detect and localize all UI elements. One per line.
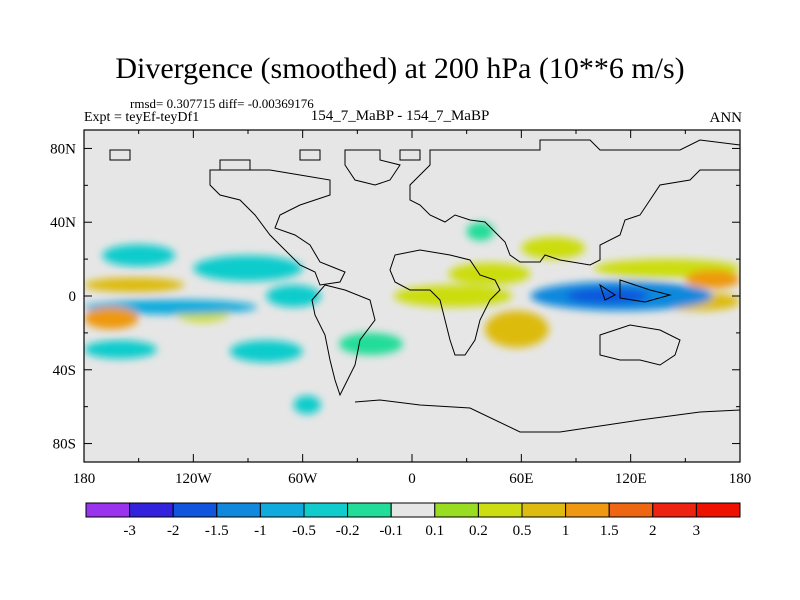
experiment-label: Expt = teyEf-teyDf1 (84, 110, 200, 125)
x-tick-label-3: 0 (408, 471, 416, 487)
colorbar-label-13: 3 (693, 523, 701, 539)
colorbar-swatch-14 (695, 502, 741, 518)
y-tick-label-2: 0 (69, 289, 77, 305)
divergence-region-7 (293, 395, 321, 415)
divergence-region-4 (193, 255, 303, 282)
colorbar-swatch-0 (85, 502, 131, 518)
colorbar-swatch-13 (652, 502, 697, 518)
chart-title: Divergence (smoothed) at 200 hPa (10**6 … (115, 52, 685, 85)
colorbar-label-10: 1 (562, 523, 570, 539)
colorbar-label-12: 2 (649, 523, 657, 539)
colorbar-label-6: -0.1 (379, 523, 403, 539)
colorbar-label-1: -2 (167, 523, 180, 539)
x-axis-ticks: 180 120W 60W 0 60E 120E 180 (73, 130, 752, 487)
x-tick-label-4: 60E (509, 471, 533, 487)
divergence-region-2 (521, 236, 586, 260)
y-axis-ticks: 80N 40N 0 40S 80S (50, 141, 740, 453)
x-tick-label-0: 180 (73, 471, 96, 487)
colorbar-swatch-6 (347, 502, 392, 518)
colorbar-label-8: 0.2 (469, 523, 488, 539)
divergence-region-11 (266, 284, 321, 308)
season-label: ANN (709, 110, 743, 126)
divergence-region-14 (484, 310, 549, 348)
divergence-region-0 (339, 332, 403, 356)
colorbar-label-7: 0.1 (425, 523, 444, 539)
colorbar-swatch-11 (565, 502, 610, 518)
colorbar-label-9: 0.5 (513, 523, 532, 539)
africa-outline (389, 249, 501, 356)
colorbar-swatch-10 (521, 502, 567, 518)
colorbar-swatch-8 (434, 502, 479, 518)
case-label: 154_7_MaBP - 154_7_MaBP (310, 108, 490, 124)
maritime-continent-outline (599, 279, 672, 303)
colorbar-swatch-4 (259, 502, 305, 518)
continent-outlines (109, 139, 740, 433)
y-tick-label-0: 80N (50, 141, 76, 157)
colorbar-label-11: 1.5 (600, 523, 619, 539)
divergence-region-10 (84, 340, 157, 359)
colorbar-label-5: -0.2 (336, 523, 360, 539)
divergence-region-9 (102, 244, 176, 267)
y-tick-label-4: 80S (53, 437, 76, 453)
colorbar-swatch-5 (303, 502, 349, 518)
divergence-region-15 (84, 277, 185, 293)
colorbar-label-4: -0.5 (292, 523, 316, 539)
x-tick-label-2: 60W (288, 471, 318, 487)
antarctica-outline (354, 399, 740, 433)
colorbar-swatch-1 (129, 502, 174, 518)
colorbar-swatch-9 (477, 502, 523, 518)
divergence-region-17 (685, 270, 740, 289)
divergence-region-6 (448, 262, 531, 285)
colorbar-swatch-3 (216, 502, 261, 518)
colorbar-label-3: -1 (254, 523, 267, 539)
colorbar-swatch-2 (172, 502, 218, 518)
y-tick-label-1: 40N (50, 215, 76, 231)
colorbar: -3 -2 -1.5 -1 -0.5 -0.2 -0.1 0.1 0.2 0.5 1 1.5 2 3 (85, 502, 741, 539)
divergence-region-5 (229, 340, 303, 363)
north-america-outline (209, 149, 401, 286)
divergence-region-3 (466, 222, 495, 241)
rmsd-diff-stats: rmsd= 0.307715 diff= -0.00369176 (130, 96, 314, 111)
x-tick-label-6: 180 (729, 471, 752, 487)
y-tick-label-3: 40S (53, 363, 76, 379)
x-tick-label-1: 120W (175, 471, 213, 487)
colorbar-label-0: -3 (123, 523, 136, 539)
divergence-region-18 (84, 307, 139, 330)
australia-outline (599, 324, 681, 366)
colorbar-swatch-7 (390, 502, 436, 518)
south-america-outline (311, 284, 376, 397)
colorbar-label-2: -1.5 (205, 523, 229, 539)
x-tick-label-5: 120E (615, 471, 647, 487)
divergence-field (84, 222, 740, 415)
colorbar-swatch-12 (608, 502, 654, 518)
